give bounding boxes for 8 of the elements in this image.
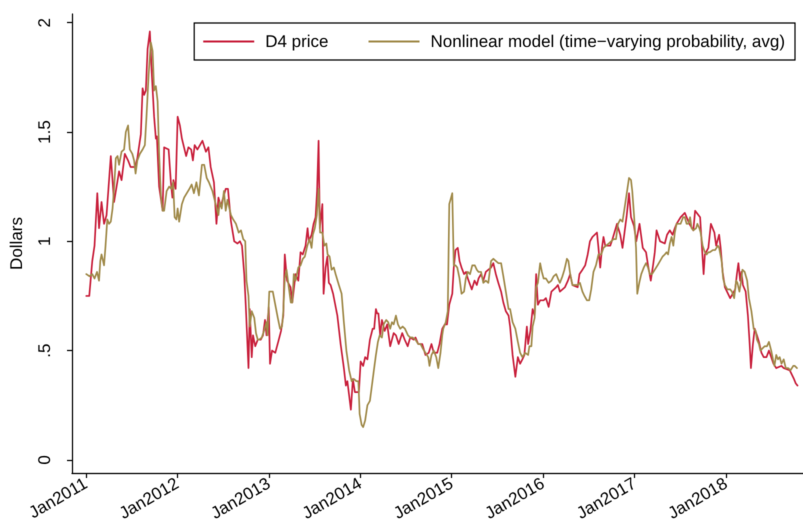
y-axis-title: Dollars [7,217,26,270]
y-tick-label: 1.5 [35,120,54,144]
legend-label: D4 price [265,32,329,51]
legend-label: Nonlinear model (time−varying probability, avg) [430,32,786,51]
y-tick-label: 2 [35,18,54,28]
y-tick-label: 0 [35,455,54,465]
y-tick-label: 1 [35,236,54,246]
y-tick-label: .5 [35,344,54,358]
